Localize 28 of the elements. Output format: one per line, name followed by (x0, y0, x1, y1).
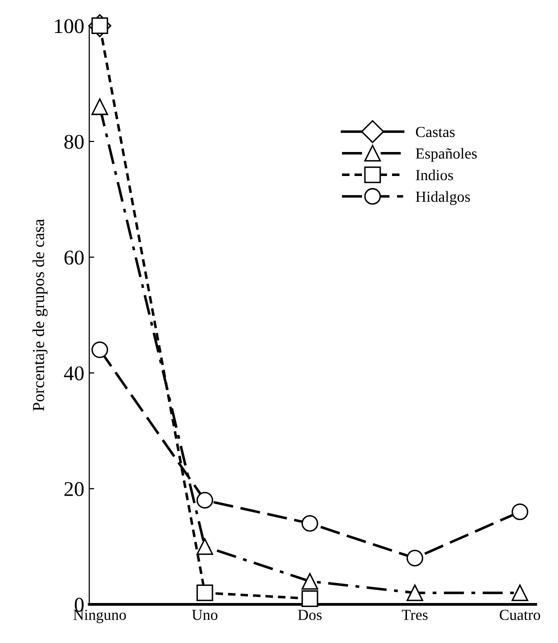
point (406, 550, 424, 566)
point (302, 572, 318, 590)
point (91, 341, 108, 358)
point (302, 590, 318, 607)
y-tick-label: 0 (74, 598, 84, 612)
point (302, 515, 318, 532)
y-tick-label: 100 (55, 19, 84, 34)
y-tick-label: 80 (64, 134, 84, 149)
legend-label: Indios (416, 170, 453, 180)
legend-label: Hidalgos (416, 191, 470, 206)
point (196, 584, 214, 602)
x-tick-label: Ninguno (73, 610, 126, 624)
y-axis-title: Porcentaje de grupos de casa (32, 219, 48, 411)
x-tick-label: Tres (402, 610, 428, 620)
x-tick-label: Dos (298, 610, 322, 620)
point (512, 503, 528, 520)
legend-label: Castas (416, 126, 455, 138)
point (196, 492, 214, 509)
point (406, 584, 424, 602)
point (196, 538, 214, 555)
y-tick-label: 20 (64, 482, 84, 496)
x-tick-label: Cuatro (500, 610, 540, 620)
x-tick-label: Uno (192, 610, 218, 620)
y-tick-label: 40 (64, 366, 84, 380)
point (91, 98, 108, 116)
y-tick-label: 60 (64, 250, 84, 265)
point (512, 584, 528, 602)
legend-label: Españoles (416, 148, 477, 162)
